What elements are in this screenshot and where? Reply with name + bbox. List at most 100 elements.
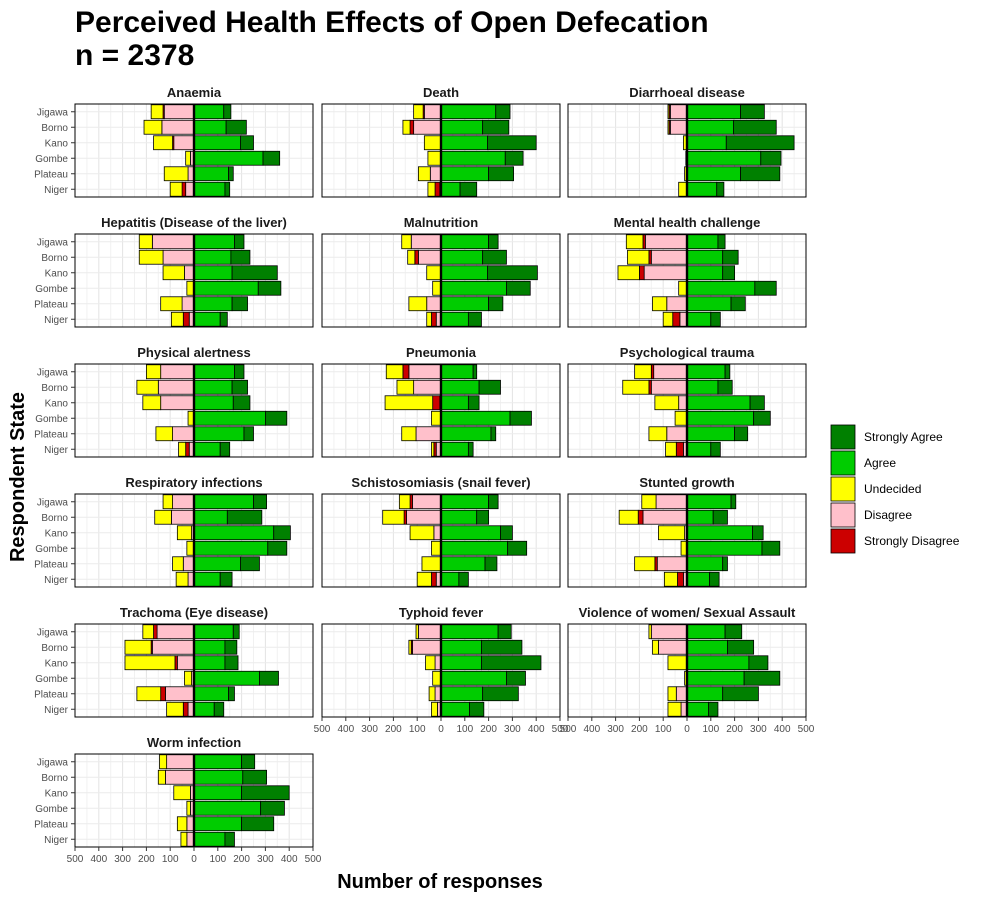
- panel-border: [567, 233, 807, 328]
- y-tick-label: Jigawa: [37, 757, 69, 768]
- bar-segment: [440, 410, 511, 426]
- bar-segment: [667, 655, 688, 671]
- panel-title: Stunted growth: [639, 475, 734, 490]
- bar-segment: [440, 364, 474, 380]
- bar-segment: [401, 234, 412, 250]
- x-tick-label: 400: [774, 724, 791, 735]
- bar-segment: [686, 525, 753, 541]
- bar-segment: [426, 296, 442, 312]
- bar-segment: [162, 249, 195, 265]
- bar-segment: [440, 181, 461, 197]
- y-tick-label: Kano: [45, 398, 69, 409]
- panel-title: Schistosomiasis (snail fever): [351, 475, 530, 490]
- facet-panel: Diarrhoeal disease: [567, 85, 807, 198]
- y-tick-label: Borno: [41, 513, 68, 524]
- bar-segment: [172, 426, 195, 442]
- facet-panel: Mental health challenge: [567, 215, 807, 328]
- bar-segment: [234, 234, 245, 250]
- bar-segment: [686, 556, 724, 572]
- panel-title: Hepatitis (Disease of the liver): [101, 215, 287, 230]
- y-tick-label: Niger: [44, 185, 69, 196]
- y-tick-label: Plateau: [34, 819, 68, 830]
- bar-segment: [440, 296, 489, 312]
- panel-title: Death: [423, 85, 459, 100]
- bar-segment: [159, 754, 168, 770]
- y-axis-title: Respondent State: [7, 392, 29, 562]
- bar-segment: [240, 135, 254, 151]
- bar-segment: [667, 104, 670, 120]
- bar-segment: [627, 249, 650, 265]
- panel-border: [74, 233, 314, 328]
- bar-segment: [162, 494, 173, 510]
- bar-segment: [193, 655, 226, 671]
- panel-title: Malnutrition: [404, 215, 478, 230]
- panel-border: [321, 233, 561, 328]
- bar-segment: [440, 701, 470, 717]
- bar-segment: [124, 639, 152, 655]
- y-tick-label: Gombe: [35, 544, 68, 555]
- bar-segment: [440, 311, 469, 327]
- bar-segment: [193, 265, 233, 281]
- bar-segment: [193, 364, 235, 380]
- bar-segment: [431, 540, 442, 556]
- bar-segment: [734, 426, 749, 442]
- bar-segment: [193, 571, 221, 587]
- bar-segment: [232, 624, 240, 640]
- bar-segment: [674, 410, 688, 426]
- bar-segment: [231, 265, 278, 281]
- bar-segment: [618, 509, 639, 525]
- bar-segment: [686, 686, 724, 702]
- bar-segment: [431, 701, 438, 717]
- panel-title: Physical alertness: [137, 345, 250, 360]
- panel-title: Psychological trauma: [620, 345, 755, 360]
- bar-segment: [146, 364, 162, 380]
- bar-segment: [193, 816, 242, 832]
- panel-title: Respiratory infections: [125, 475, 262, 490]
- bar-segment: [414, 249, 419, 265]
- bar-segment: [180, 831, 188, 847]
- bar-segment: [262, 150, 281, 166]
- bar-segment: [173, 135, 195, 151]
- bar-segment: [730, 494, 737, 510]
- bar-segment: [193, 410, 266, 426]
- bar-segment: [722, 249, 739, 265]
- bar-segment: [678, 280, 688, 296]
- bar-segment: [481, 639, 523, 655]
- bar-segment: [257, 280, 282, 296]
- bar-segment: [193, 150, 264, 166]
- x-tick-label: 100: [456, 724, 473, 735]
- x-tick-label: 400: [583, 724, 600, 735]
- facet-panel: Respiratory infections Jigawa Borno Kano Gom…: [34, 475, 314, 588]
- bar-segment: [182, 701, 189, 717]
- bar-segment: [440, 556, 486, 572]
- bar-segment: [193, 831, 226, 847]
- bar-segment: [431, 441, 435, 457]
- bar-segment: [686, 364, 726, 380]
- bar-segment: [686, 104, 741, 120]
- bar-segment: [193, 639, 226, 655]
- bar-segment: [234, 364, 245, 380]
- bar-segment: [686, 509, 714, 525]
- bar-segment: [686, 249, 724, 265]
- bar-segment: [402, 364, 410, 380]
- panel-border: [74, 363, 314, 458]
- bar-segment: [686, 119, 734, 135]
- panel-title: Violence of women/ Sexual Assault: [579, 605, 796, 620]
- bar-segment: [686, 701, 709, 717]
- bar-segment: [413, 119, 442, 135]
- bar-segment: [385, 364, 404, 380]
- bar-segment: [224, 655, 239, 671]
- bar-segment: [384, 395, 434, 411]
- x-tick-label: 400: [90, 854, 107, 865]
- bar-segment: [662, 311, 674, 327]
- bar-segment: [440, 441, 469, 457]
- facet-panels: Anaemia Jigawa Borno Kano Gombe Plateau Niger D…: [34, 85, 815, 865]
- bar-segment: [761, 540, 781, 556]
- y-tick-label: Borno: [41, 253, 68, 264]
- bar-segment: [273, 525, 291, 541]
- y-tick-label: Niger: [44, 445, 69, 456]
- bar-segment: [166, 754, 195, 770]
- bar-segment: [669, 104, 688, 120]
- bar-segment: [658, 525, 686, 541]
- facet-panel: Violence of women/ Sexual Assault 500 400 3…: [560, 605, 815, 735]
